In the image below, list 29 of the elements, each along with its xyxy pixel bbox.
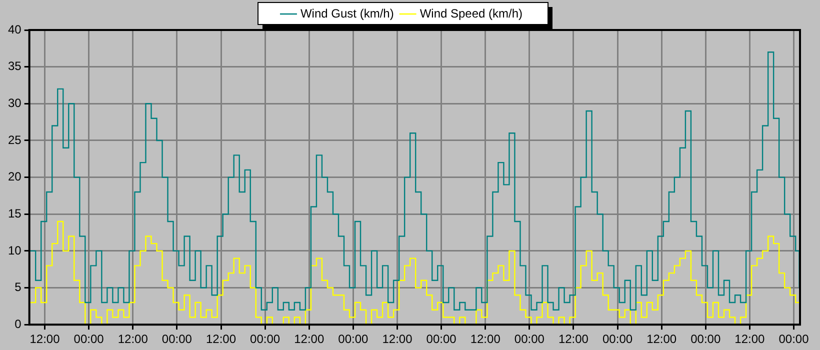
x-tick-label: 12:00 (294, 332, 324, 346)
x-tick-label: 00:00 (426, 332, 457, 346)
x-tick-label: 12:00 (734, 332, 766, 346)
y-tick-label: 35 (8, 59, 22, 74)
legend-label: Wind Speed (km/h) (420, 6, 523, 20)
x-tick-label: 00:00 (778, 332, 810, 346)
y-tick-label: 20 (8, 170, 22, 184)
y-tick-label: 15 (8, 206, 22, 220)
x-tick-label: 12:00 (118, 332, 148, 346)
x-tick-label: 12:00 (206, 332, 236, 346)
x-tick-label: 00:00 (74, 332, 104, 346)
y-tick-label: 25 (8, 132, 22, 147)
x-tick-label: 00:00 (514, 332, 545, 346)
x-tick-label: 00:00 (338, 332, 369, 346)
y-tick-label: 30 (8, 96, 22, 110)
x-tick-label: 12:00 (30, 332, 60, 346)
x-tick-label: 00:00 (162, 332, 192, 346)
legend-label: Wind Gust (km/h) (300, 6, 394, 20)
x-tick-label: 12:00 (646, 332, 677, 346)
x-tick-label: 00:00 (690, 332, 721, 346)
y-tick-label: 5 (14, 280, 22, 294)
x-tick-label: 12:00 (470, 332, 501, 346)
x-tick-label: 00:00 (250, 332, 280, 346)
x-tick-label: 12:00 (558, 332, 589, 346)
x-tick-label: 00:00 (602, 332, 633, 346)
x-tick-label: 12:00 (382, 332, 413, 346)
y-tick-label: 40 (8, 22, 22, 36)
y-tick-label: 10 (8, 243, 22, 258)
y-tick-label: 0 (14, 316, 22, 331)
